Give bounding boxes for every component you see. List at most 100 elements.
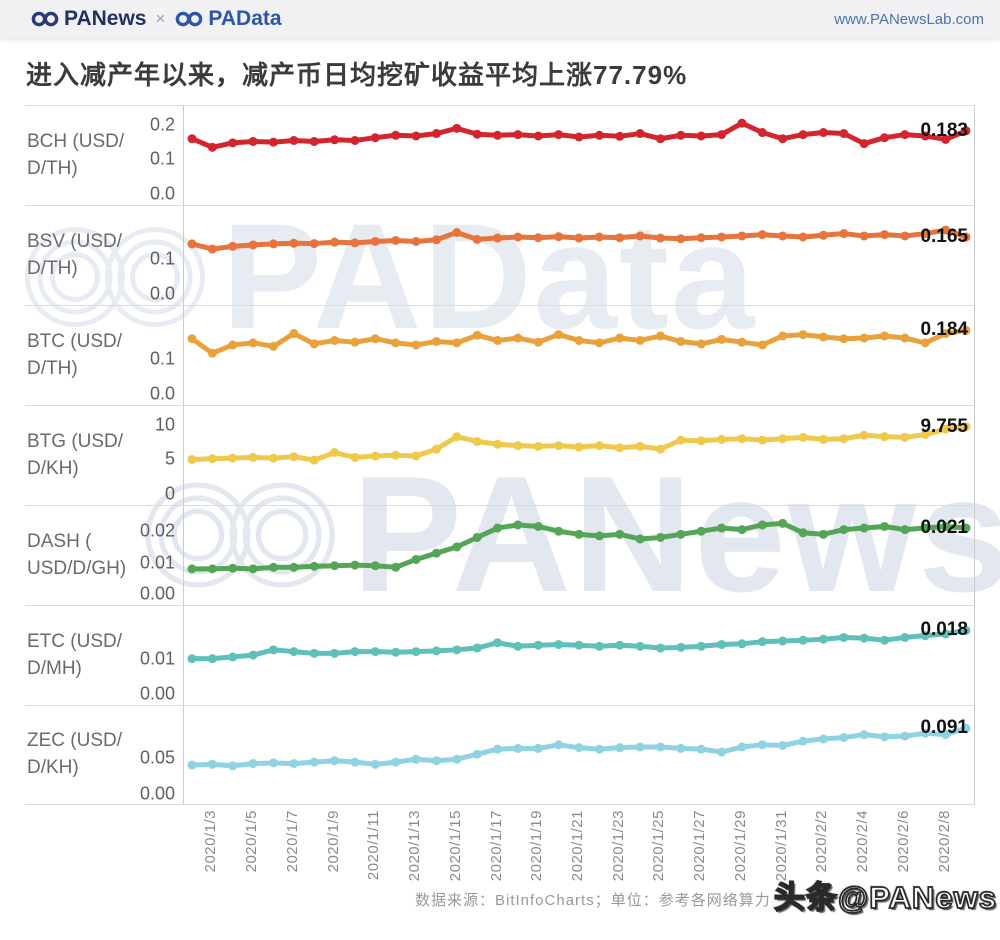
data-point xyxy=(880,521,890,531)
site-url: www.PANewsLab.com xyxy=(834,10,984,28)
toutiao-watermark: 头条@PANews xyxy=(773,879,997,916)
chart-row: BTG (USD/ D/KH) 10 5 0 9.755 xyxy=(25,405,975,505)
data-point xyxy=(452,228,462,238)
data-point xyxy=(330,448,340,458)
data-point xyxy=(391,450,401,460)
data-point xyxy=(798,736,808,746)
y-axis-ticks: 0.02 0.01 0.00 xyxy=(125,506,183,605)
source-note: 数据来源：BitInfoCharts；单位：参考各网络算力 xyxy=(415,892,771,909)
data-points xyxy=(187,422,971,465)
data-point xyxy=(920,728,930,738)
data-point xyxy=(207,142,217,152)
data-point xyxy=(350,452,360,462)
data-point xyxy=(268,239,278,249)
data-point xyxy=(187,654,197,664)
data-point xyxy=(635,641,645,651)
x-axis-label: 2020/1/19 xyxy=(528,810,546,882)
data-point xyxy=(268,645,278,655)
data-point xyxy=(798,232,808,242)
data-point xyxy=(574,335,584,345)
data-point xyxy=(737,434,747,444)
data-point xyxy=(268,341,278,351)
x-axis-label: 2020/2/2 xyxy=(813,810,831,873)
data-point xyxy=(268,453,278,463)
data-point xyxy=(472,234,482,244)
x-axis-label: 2020/2/6 xyxy=(894,810,912,873)
data-point xyxy=(431,548,441,558)
x-axis-label: 2020/1/29 xyxy=(731,810,749,882)
data-point xyxy=(533,521,543,531)
x-axis-label: 2020/2/8 xyxy=(935,810,953,873)
data-point xyxy=(187,454,197,464)
data-point xyxy=(574,529,584,539)
data-point xyxy=(941,424,951,434)
data-point xyxy=(248,759,258,769)
data-point xyxy=(411,131,421,141)
data-point xyxy=(513,130,523,140)
data-point xyxy=(554,330,564,340)
data-point xyxy=(289,329,299,339)
series-label: ZEC (USD/ D/KH) xyxy=(27,730,122,778)
line-plot: 9.755 xyxy=(183,406,975,505)
data-point xyxy=(228,138,238,148)
line-chart-svg xyxy=(187,422,971,465)
chart-rows: BCH (USD/ D/TH) 0.2 0.1 0.0 0.183 BSV (USD… xyxy=(25,105,975,805)
data-point xyxy=(411,340,421,350)
data-point xyxy=(818,332,828,342)
data-point xyxy=(330,561,340,571)
data-point xyxy=(248,240,258,250)
data-point xyxy=(493,439,503,449)
series-label: BSV (USD/ D/TH) xyxy=(27,230,123,279)
data-point xyxy=(493,233,503,243)
data-point xyxy=(472,749,482,759)
data-point xyxy=(717,434,727,444)
series-end-value: 0.021 xyxy=(920,517,968,539)
y-axis-ticks: 0.05 0.00 xyxy=(125,706,183,804)
data-point xyxy=(880,230,890,240)
data-point xyxy=(574,442,584,452)
data-point xyxy=(187,564,197,574)
data-point xyxy=(920,523,930,533)
data-point xyxy=(655,532,665,542)
line-plot: 0.018 xyxy=(183,606,975,705)
line-chart-svg xyxy=(187,118,971,152)
line-chart-svg xyxy=(187,723,971,771)
data-point xyxy=(289,238,299,248)
y-tick-label: 0.2 xyxy=(149,114,175,135)
data-point xyxy=(655,444,665,454)
data-point xyxy=(859,730,869,740)
data-point xyxy=(737,118,747,128)
data-point xyxy=(574,132,584,142)
data-point xyxy=(737,742,747,752)
data-point xyxy=(941,225,951,235)
data-point xyxy=(920,131,930,141)
series-end-value: 0.018 xyxy=(920,619,968,641)
x-axis-label: 2020/1/21 xyxy=(569,810,586,882)
data-point xyxy=(472,330,482,340)
data-point xyxy=(900,333,910,343)
data-point xyxy=(941,134,951,144)
data-point xyxy=(330,237,340,247)
data-point xyxy=(513,333,523,343)
data-point xyxy=(676,435,686,445)
data-point xyxy=(594,641,604,651)
y-tick-label: 0.0 xyxy=(149,283,175,304)
y-axis-ticks: 0.1 0.0 xyxy=(125,206,183,305)
data-point xyxy=(798,432,808,442)
data-point xyxy=(289,452,299,462)
x-axis-label: 2020/1/27 xyxy=(691,810,709,882)
data-point xyxy=(920,430,930,440)
data-point xyxy=(594,232,604,242)
data-point xyxy=(676,130,686,140)
data-point xyxy=(818,734,828,744)
data-point xyxy=(798,130,808,140)
y-tick-label: 0.00 xyxy=(139,583,175,604)
data-point xyxy=(472,129,482,139)
data-point xyxy=(961,625,971,635)
panews-infinity-logo-icon xyxy=(31,11,59,27)
data-point xyxy=(778,434,788,444)
data-point xyxy=(574,640,584,650)
data-point xyxy=(228,652,238,662)
y-tick-label: 0.01 xyxy=(139,552,175,573)
chart-row: BCH (USD/ D/TH) 0.2 0.1 0.0 0.183 xyxy=(25,105,975,205)
